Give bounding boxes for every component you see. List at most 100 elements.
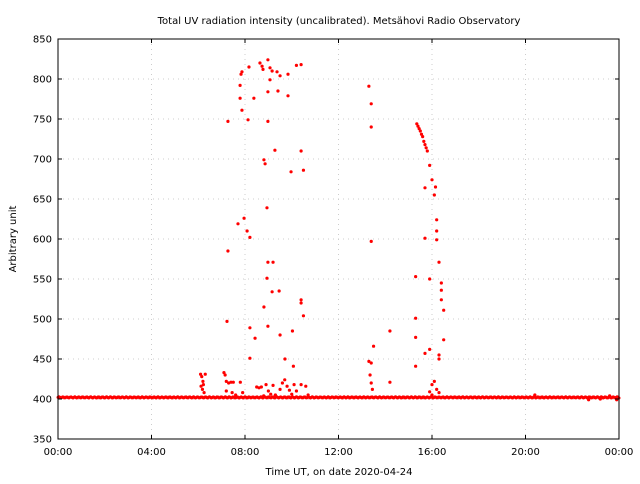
data-point <box>423 143 427 147</box>
x-tick-label: 00:00 <box>605 447 634 458</box>
data-point <box>430 393 434 397</box>
data-point <box>422 139 426 143</box>
data-point <box>428 347 432 351</box>
data-point <box>270 290 274 294</box>
y-tick-label: 650 <box>33 195 52 206</box>
y-tick-label: 850 <box>33 35 52 46</box>
data-point <box>430 178 434 182</box>
data-point <box>414 275 418 279</box>
y-tick-label: 800 <box>33 75 52 86</box>
data-point <box>230 391 234 395</box>
data-point <box>248 235 252 239</box>
data-point <box>271 383 275 387</box>
data-point <box>238 380 242 384</box>
grid <box>58 39 619 439</box>
data-point <box>266 119 270 123</box>
data-point <box>265 206 269 210</box>
data-point <box>248 356 252 360</box>
data-point <box>369 239 373 243</box>
data-point <box>200 387 205 391</box>
axis-ticks: 350 400 450 500 550 600 650 700 750 800 850 00:00 04… <box>33 35 634 459</box>
data-point <box>275 70 279 74</box>
data-point <box>270 69 274 73</box>
data-point <box>240 108 244 112</box>
data-points <box>56 58 621 402</box>
data-point <box>416 124 420 128</box>
data-point <box>260 64 264 68</box>
data-point <box>369 381 373 385</box>
data-point <box>223 373 227 377</box>
data-point <box>415 122 419 126</box>
data-point <box>224 379 228 383</box>
data-point <box>428 163 432 167</box>
data-point <box>262 158 266 162</box>
data-point <box>199 384 203 388</box>
data-point <box>368 373 372 377</box>
data-point <box>367 359 371 363</box>
data-point <box>280 381 284 385</box>
data-point <box>371 344 376 348</box>
data-point <box>238 96 242 100</box>
data-point <box>268 78 272 82</box>
data-point <box>294 63 299 67</box>
data-point <box>278 387 282 391</box>
data-point <box>432 193 436 197</box>
data-point <box>266 90 270 94</box>
data-point <box>439 298 443 302</box>
data-point <box>369 125 373 129</box>
data-point <box>231 380 235 384</box>
data-point <box>261 67 265 71</box>
data-point <box>273 148 277 152</box>
data-point <box>442 338 446 342</box>
data-point <box>266 324 270 328</box>
data-point <box>248 326 252 330</box>
x-tick-label: 04:00 <box>137 447 166 458</box>
data-point <box>269 392 273 396</box>
data-point <box>278 74 282 78</box>
data-point <box>239 72 243 76</box>
data-point <box>432 379 436 383</box>
data-point <box>259 385 263 389</box>
data-point <box>425 149 429 153</box>
data-point <box>263 162 267 166</box>
data-point <box>533 393 537 397</box>
data-point <box>265 276 269 280</box>
data-point <box>435 387 439 391</box>
x-tick-label: 00:00 <box>44 447 73 458</box>
data-point <box>306 393 310 397</box>
data-point <box>286 94 290 98</box>
data-point <box>437 391 441 395</box>
data-point <box>242 216 246 220</box>
data-point <box>291 364 295 368</box>
data-point <box>276 89 280 93</box>
data-point <box>419 132 424 136</box>
data-point <box>430 383 434 387</box>
data-point <box>266 260 270 264</box>
data-point <box>428 277 432 281</box>
y-tick-label: 400 <box>33 395 52 406</box>
data-point <box>439 281 443 285</box>
data-point <box>299 63 303 67</box>
data-point <box>299 301 303 305</box>
chart-title: Total UV radiation intensity (uncalibrat… <box>157 16 521 27</box>
data-point <box>277 289 281 293</box>
data-point <box>247 65 251 69</box>
data-point <box>299 298 303 302</box>
data-point <box>241 391 245 395</box>
x-axis-label: Time UT, on date 2020-04-24 <box>265 467 413 478</box>
data-point <box>587 398 591 402</box>
data-point <box>202 391 206 395</box>
data-point <box>278 333 282 337</box>
y-axis-label: Arbitrary unit <box>8 206 19 273</box>
data-point <box>240 70 244 74</box>
data-point <box>369 102 373 106</box>
data-point <box>285 384 289 388</box>
data-point <box>283 378 287 382</box>
data-point <box>423 186 427 190</box>
data-point <box>273 393 277 397</box>
data-point <box>245 229 249 233</box>
y-tick-label: 350 <box>33 435 52 446</box>
data-point <box>423 236 427 240</box>
data-point <box>262 394 266 398</box>
